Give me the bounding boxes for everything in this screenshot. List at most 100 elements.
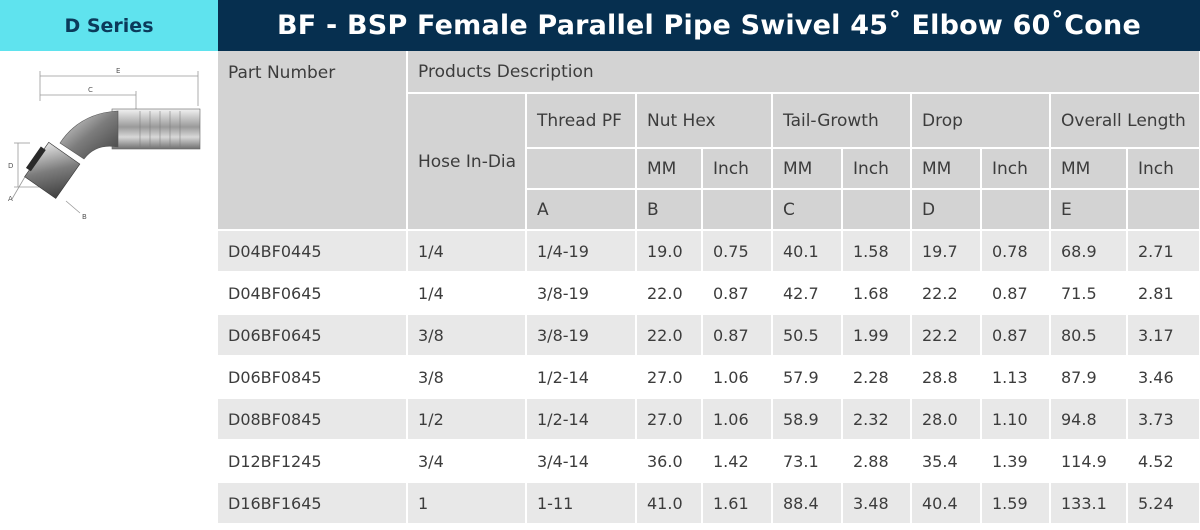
header-blank [981,189,1051,231]
cell-hose-in-dia: 1/4 [407,230,527,273]
header-unit-inch: Inch [842,148,912,190]
cell-drop-inch: 1.59 [981,482,1051,525]
table-row: D12BF1245 3/4 3/4-14 36.0 1.42 73.1 2.88 35.4 1.… [218,440,1200,483]
header-unit-mm: MM [1050,148,1128,190]
cell-overall-length-mm: 80.5 [1050,314,1128,357]
cell-overall-length-mm: 68.9 [1050,230,1128,273]
diagram-label-c: C [88,86,93,94]
cell-overall-length-mm: 87.9 [1050,356,1128,399]
cell-overall-length-mm: 94.8 [1050,398,1128,441]
diagram-label-b: B [82,213,87,221]
cell-overall-length-inch: 4.52 [1127,440,1200,483]
cell-part-number: D12BF1245 [218,440,408,483]
cell-hose-in-dia: 3/4 [407,440,527,483]
cell-part-number: D06BF0645 [218,314,408,357]
cell-thread: 3/8-19 [526,272,637,315]
cell-nut-hex-mm: 22.0 [636,272,703,315]
table-body: D04BF0445 1/4 1/4-19 19.0 0.75 40.1 1.58 19.7 0.… [218,230,1200,525]
cell-tail-growth-inch: 2.88 [842,440,912,483]
header-thread-pf: Thread PF [526,93,637,149]
cell-part-number: D04BF0445 [218,230,408,273]
cell-tail-growth-inch: 2.32 [842,398,912,441]
cell-thread: 1/2-14 [526,398,637,441]
cell-tail-growth-mm: 88.4 [772,482,843,525]
header-blank [1127,189,1200,231]
cell-drop-inch: 0.87 [981,272,1051,315]
cell-hose-in-dia: 1 [407,482,527,525]
cell-tail-growth-inch: 3.48 [842,482,912,525]
cell-hose-in-dia: 1/4 [407,272,527,315]
cell-nut-hex-mm: 22.0 [636,314,703,357]
table-row: D06BF0645 3/8 3/8-19 22.0 0.87 50.5 1.99 22.2 0.… [218,314,1200,357]
cell-drop-mm: 35.4 [911,440,982,483]
header-tail-growth: Tail-Growth [772,93,912,149]
fitting-diagram: E C D A B [8,67,201,221]
header-letter-e: E [1050,189,1128,231]
header-unit-inch: Inch [981,148,1051,190]
cell-nut-hex-inch: 1.42 [702,440,773,483]
header-letter-a: A [526,189,637,231]
cell-thread: 3/8-19 [526,314,637,357]
cell-tail-growth-mm: 58.9 [772,398,843,441]
header-thread-blank [526,148,637,190]
cell-overall-length-inch: 5.24 [1127,482,1200,525]
cell-tail-growth-inch: 1.68 [842,272,912,315]
cell-drop-mm: 22.2 [911,272,982,315]
cell-overall-length-inch: 3.17 [1127,314,1200,357]
cell-drop-inch: 1.10 [981,398,1051,441]
cell-nut-hex-inch: 1.61 [702,482,773,525]
cell-thread: 1/4-19 [526,230,637,273]
header-hose-in-dia: Hose In-Dia [407,93,527,231]
cell-nut-hex-mm: 36.0 [636,440,703,483]
header-letter-d: D [911,189,982,231]
cell-part-number: D06BF0845 [218,356,408,399]
header-unit-inch: Inch [702,148,773,190]
cell-drop-mm: 28.0 [911,398,982,441]
diagram-label-e: E [116,67,120,75]
header-nut-hex: Nut Hex [636,93,773,149]
cell-drop-mm: 22.2 [911,314,982,357]
cell-tail-growth-mm: 42.7 [772,272,843,315]
header-letter-c: C [772,189,843,231]
page-title: BF - BSP Female Parallel Pipe Swivel 45˚… [218,0,1200,51]
header-drop: Drop [911,93,1051,149]
cell-drop-inch: 1.13 [981,356,1051,399]
cell-overall-length-inch: 3.46 [1127,356,1200,399]
cell-nut-hex-mm: 19.0 [636,230,703,273]
cell-overall-length-inch: 3.73 [1127,398,1200,441]
cell-part-number: D04BF0645 [218,272,408,315]
cell-hose-in-dia: 1/2 [407,398,527,441]
cell-tail-growth-mm: 73.1 [772,440,843,483]
cell-tail-growth-mm: 57.9 [772,356,843,399]
header-unit-mm: MM [911,148,982,190]
cell-part-number: D16BF1645 [218,482,408,525]
cell-nut-hex-inch: 0.87 [702,314,773,357]
cell-nut-hex-inch: 0.87 [702,272,773,315]
header-overall-length: Overall Length [1050,93,1200,149]
series-tab[interactable]: D Series [0,0,218,51]
header-blank [842,189,912,231]
table-row: D08BF0845 1/2 1/2-14 27.0 1.06 58.9 2.32 28.0 1.… [218,398,1200,441]
header-blank [702,189,773,231]
table-row: D16BF1645 1 1-11 41.0 1.61 88.4 3.48 40.4 1.59 13… [218,482,1200,525]
cell-overall-length-mm: 71.5 [1050,272,1128,315]
cell-nut-hex-inch: 1.06 [702,356,773,399]
header-unit-mm: MM [772,148,843,190]
cell-part-number: D08BF0845 [218,398,408,441]
table-row: D04BF0445 1/4 1/4-19 19.0 0.75 40.1 1.58 19.7 0.… [218,230,1200,273]
cell-thread: 1-11 [526,482,637,525]
cell-overall-length-mm: 133.1 [1050,482,1128,525]
cell-tail-growth-mm: 40.1 [772,230,843,273]
header-letter-b: B [636,189,703,231]
table-row: D06BF0845 3/8 1/2-14 27.0 1.06 57.9 2.28 28.8 1.… [218,356,1200,399]
cell-overall-length-inch: 2.81 [1127,272,1200,315]
header-unit-inch: Inch [1127,148,1200,190]
diagram-label-d: D [8,162,13,170]
specs-table: Part Number Products Description Hose In… [218,51,1200,525]
cell-drop-mm: 28.8 [911,356,982,399]
cell-hose-in-dia: 3/8 [407,356,527,399]
cell-nut-hex-inch: 1.06 [702,398,773,441]
table-row: D04BF0645 1/4 3/8-19 22.0 0.87 42.7 1.68 22.2 0.… [218,272,1200,315]
header-products-description: Products Description [407,51,1200,94]
cell-nut-hex-mm: 27.0 [636,398,703,441]
